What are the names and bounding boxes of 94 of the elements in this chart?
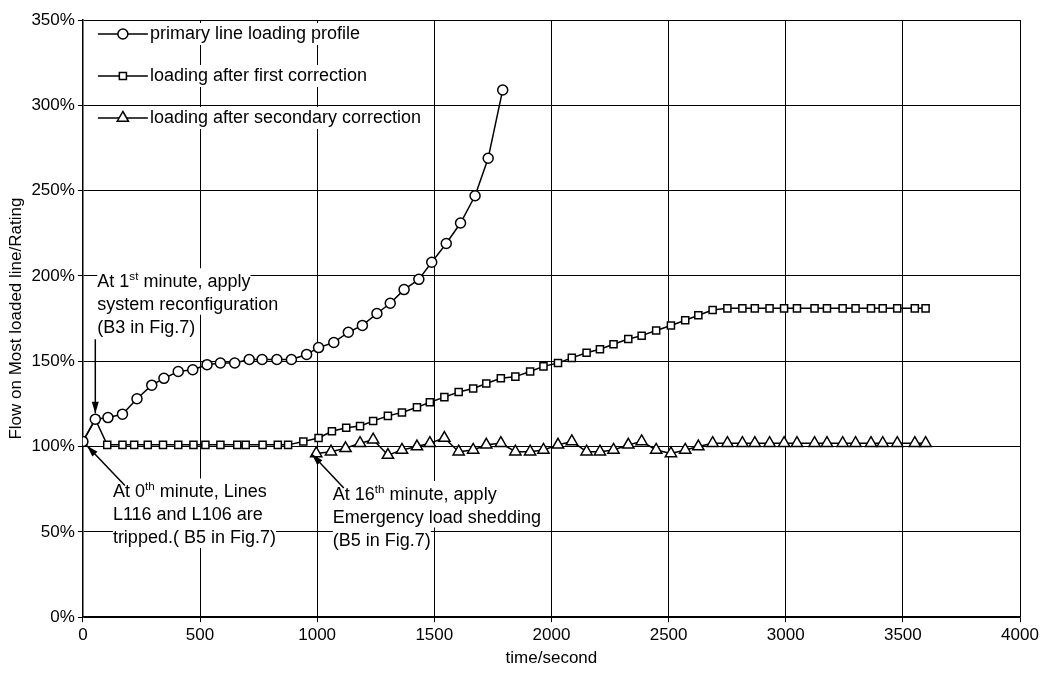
point xyxy=(721,435,734,448)
point xyxy=(691,439,705,451)
point xyxy=(243,353,255,366)
point xyxy=(649,442,663,454)
x-tick-label: 0 xyxy=(78,625,88,645)
point xyxy=(413,273,425,286)
point xyxy=(271,353,283,366)
point xyxy=(146,379,158,391)
point xyxy=(808,435,821,448)
point xyxy=(366,432,380,444)
point xyxy=(440,237,452,250)
point xyxy=(593,444,607,456)
point xyxy=(469,190,481,202)
point xyxy=(482,152,494,164)
x-tick-label: 1000 xyxy=(298,625,337,645)
point xyxy=(919,435,932,448)
point xyxy=(580,444,593,456)
point xyxy=(328,336,340,349)
point xyxy=(300,348,313,361)
x-tick-label: 1500 xyxy=(415,625,454,645)
point xyxy=(706,435,719,448)
legend-label: primary line loading profile xyxy=(149,22,360,43)
point xyxy=(342,326,355,338)
point xyxy=(452,444,466,456)
y-tick-label: 300% xyxy=(31,95,75,114)
point xyxy=(621,437,635,449)
point xyxy=(187,364,199,376)
point xyxy=(131,393,143,405)
x-tick-label: 500 xyxy=(185,625,215,645)
point xyxy=(864,435,878,448)
point xyxy=(508,444,522,456)
y-tick-label: 150% xyxy=(31,350,75,370)
point xyxy=(423,435,437,448)
y-tick-label: 0% xyxy=(50,606,75,626)
point xyxy=(763,435,776,448)
point xyxy=(214,357,227,369)
point xyxy=(607,442,620,454)
point xyxy=(201,358,213,371)
point xyxy=(876,435,890,448)
point xyxy=(748,435,762,448)
x-tick-label: 3500 xyxy=(883,625,922,645)
x-tick-label: 2000 xyxy=(532,625,571,645)
y-tick-label: 50% xyxy=(40,521,75,541)
x-axis-title: time/second xyxy=(505,648,598,668)
point xyxy=(494,435,508,448)
point xyxy=(908,435,922,448)
point xyxy=(116,408,129,420)
point xyxy=(736,435,749,448)
point xyxy=(836,435,850,448)
point xyxy=(523,444,537,456)
point xyxy=(172,365,184,378)
point xyxy=(635,434,649,446)
x-tick-label: 2500 xyxy=(649,625,688,645)
x-tick-label: 4000 xyxy=(1001,625,1039,645)
point xyxy=(102,411,114,424)
point xyxy=(398,283,410,296)
point xyxy=(479,437,493,449)
point xyxy=(425,256,438,269)
point xyxy=(228,357,241,369)
point xyxy=(285,353,298,366)
point xyxy=(551,437,565,449)
y-tick-label: 100% xyxy=(31,436,75,456)
x-tick-label: 3000 xyxy=(766,625,805,645)
y-tick-label: 350% xyxy=(31,9,75,29)
point xyxy=(353,435,367,448)
point xyxy=(466,442,480,454)
point xyxy=(395,442,409,454)
point xyxy=(849,435,862,448)
y-axis-title: Flow on Most loaded line/Rating xyxy=(5,197,25,440)
point xyxy=(158,372,170,385)
point xyxy=(496,84,509,96)
point xyxy=(381,447,395,460)
point xyxy=(410,439,424,451)
point xyxy=(565,434,579,446)
y-tick-label: 250% xyxy=(31,180,75,200)
point xyxy=(890,435,904,448)
point xyxy=(537,442,550,454)
point xyxy=(454,217,467,229)
point xyxy=(678,442,692,454)
point xyxy=(384,297,397,309)
point xyxy=(777,435,791,448)
y-tick-label: 200% xyxy=(31,265,75,285)
point xyxy=(312,341,325,354)
point xyxy=(820,435,834,448)
point xyxy=(339,441,352,453)
point xyxy=(256,353,268,366)
legend-label: loading after secondary correction xyxy=(149,106,422,127)
point xyxy=(371,307,383,320)
legend-label: loading after first correction xyxy=(149,64,367,85)
point xyxy=(664,446,678,458)
point xyxy=(790,435,804,448)
point xyxy=(438,430,451,443)
point xyxy=(324,444,338,456)
point xyxy=(356,319,369,332)
